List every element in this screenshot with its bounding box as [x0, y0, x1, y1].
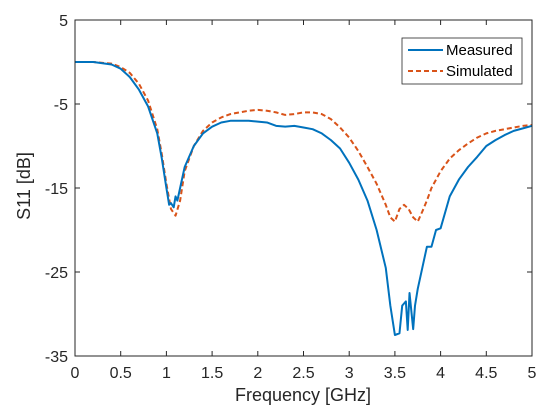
x-tick-label: 0.5	[110, 365, 132, 382]
legend-simulated-label: Simulated	[446, 63, 513, 80]
y-tick-label: 5	[59, 13, 68, 30]
x-tick-label: 5	[528, 365, 537, 382]
y-tick-label: -15	[45, 181, 68, 198]
x-tick-label: 2.5	[292, 365, 314, 382]
x-tick-label: 4	[436, 365, 445, 382]
axis-tick-labels: 0 0.5 1 1.5 2 2.5 3 3.5 4 4.5 5 5 -5 -15 -25 -35	[45, 13, 537, 382]
series-layer	[75, 61, 533, 336]
x-tick-label: 3	[345, 365, 354, 382]
x-tick-label: 4.5	[475, 365, 497, 382]
x-tick-label: 0	[71, 365, 80, 382]
y-tick-label: -35	[45, 349, 68, 366]
y-tick-label: -5	[54, 97, 68, 114]
x-tick-label: 1	[162, 365, 171, 382]
x-axis-label: Frequency [GHz]	[235, 385, 371, 405]
series-line-measured	[75, 61, 533, 336]
x-tick-label: 2	[253, 365, 262, 382]
x-tick-label: 1.5	[201, 365, 223, 382]
legend-measured-label: Measured	[446, 42, 513, 59]
x-tick-label: 3.5	[384, 365, 406, 382]
legend: Measured Simulated	[401, 37, 523, 85]
y-axis-label: S11 [dB]	[14, 152, 34, 220]
y-tick-label: -25	[45, 265, 68, 282]
plot-frame	[74, 19, 533, 357]
legend-box	[401, 37, 523, 85]
